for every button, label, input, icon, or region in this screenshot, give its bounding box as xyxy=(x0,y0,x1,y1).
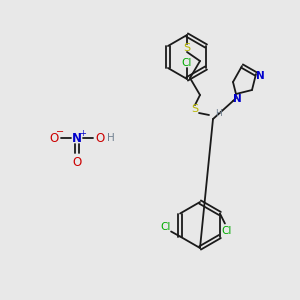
Text: H: H xyxy=(214,110,221,118)
Text: Cl: Cl xyxy=(222,226,232,236)
Text: O: O xyxy=(72,157,82,169)
Text: O: O xyxy=(95,131,105,145)
Text: H: H xyxy=(107,133,115,143)
Text: −: − xyxy=(56,127,64,137)
Text: S: S xyxy=(191,104,199,114)
Text: N: N xyxy=(232,94,242,104)
Text: O: O xyxy=(50,131,58,145)
Text: Cl: Cl xyxy=(160,223,170,232)
Text: +: + xyxy=(80,128,86,137)
Text: N: N xyxy=(256,71,264,81)
Text: N: N xyxy=(72,131,82,145)
Text: S: S xyxy=(183,43,190,53)
Text: Cl: Cl xyxy=(182,58,192,68)
